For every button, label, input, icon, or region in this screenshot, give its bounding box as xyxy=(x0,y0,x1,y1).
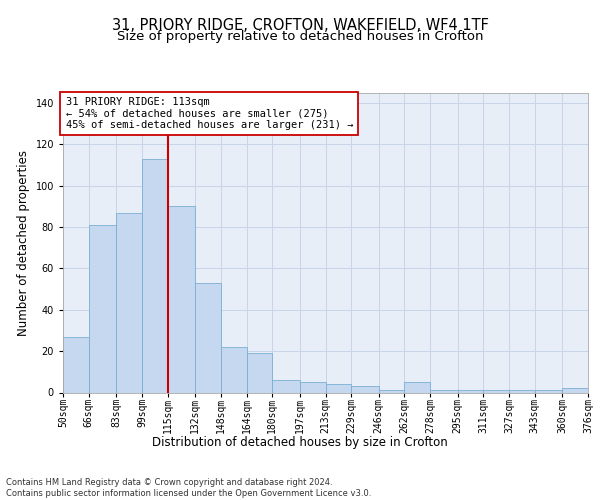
Bar xyxy=(195,283,221,393)
Text: Contains HM Land Registry data © Crown copyright and database right 2024.
Contai: Contains HM Land Registry data © Crown c… xyxy=(6,478,371,498)
Bar xyxy=(325,384,351,392)
Text: Distribution of detached houses by size in Crofton: Distribution of detached houses by size … xyxy=(152,436,448,449)
Bar xyxy=(458,390,484,392)
Bar xyxy=(535,390,562,392)
Bar xyxy=(116,212,142,392)
Bar xyxy=(404,382,430,392)
Bar xyxy=(272,380,300,392)
Bar xyxy=(379,390,404,392)
Bar xyxy=(300,382,325,392)
Text: Size of property relative to detached houses in Crofton: Size of property relative to detached ho… xyxy=(117,30,483,43)
Text: 31, PRIORY RIDGE, CROFTON, WAKEFIELD, WF4 1TF: 31, PRIORY RIDGE, CROFTON, WAKEFIELD, WF… xyxy=(112,18,488,32)
Bar xyxy=(89,225,116,392)
Bar xyxy=(484,390,509,392)
Text: 31 PRIORY RIDGE: 113sqm
← 54% of detached houses are smaller (275)
45% of semi-d: 31 PRIORY RIDGE: 113sqm ← 54% of detache… xyxy=(65,97,353,130)
Bar xyxy=(167,206,195,392)
Bar xyxy=(142,158,167,392)
Bar xyxy=(221,347,247,393)
Bar xyxy=(351,386,379,392)
Y-axis label: Number of detached properties: Number of detached properties xyxy=(17,150,30,336)
Bar xyxy=(63,336,89,392)
Bar xyxy=(430,390,458,392)
Bar xyxy=(562,388,588,392)
Bar xyxy=(247,353,272,393)
Bar xyxy=(509,390,535,392)
